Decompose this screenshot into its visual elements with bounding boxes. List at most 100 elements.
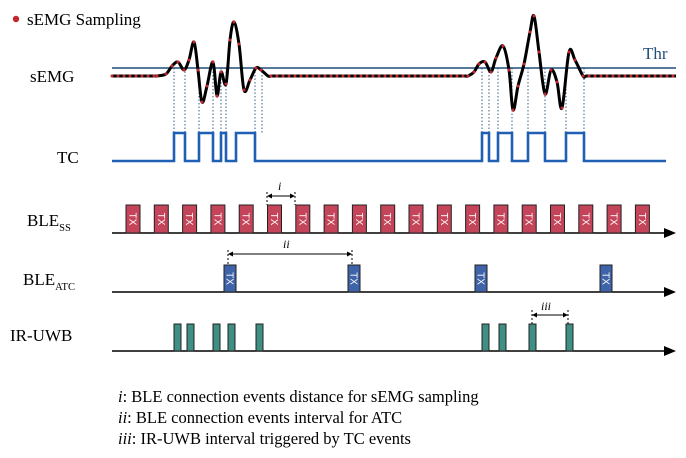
packet-label: TX xyxy=(438,213,449,226)
row-label-ble-ss: BLESS xyxy=(27,211,71,234)
packet-label: TX xyxy=(240,213,251,226)
footnote-1: i: BLE connection events distance for sE… xyxy=(118,387,479,406)
packet-label: TX xyxy=(224,272,235,285)
interval-i-label: i xyxy=(278,179,281,193)
sample-dot xyxy=(501,44,505,48)
sample-dot xyxy=(437,74,441,78)
sample-dot xyxy=(192,40,196,44)
ble-ss-packet: TX xyxy=(521,204,537,234)
ble-atc-packet: TX xyxy=(599,264,613,293)
sample-dot xyxy=(659,74,663,78)
sample-dot xyxy=(555,80,559,84)
footnote-3-mark: iii xyxy=(118,429,132,448)
sample-dot xyxy=(371,74,375,78)
uwb-pulse xyxy=(186,323,195,352)
ble-atc-packets: TX TX TX TX xyxy=(223,264,613,293)
sample-dot xyxy=(543,92,547,96)
ble-ss-packet: TX xyxy=(436,204,452,234)
packet-label: TX xyxy=(466,213,477,226)
sample-dot xyxy=(449,74,453,78)
ble-atc-sub: ATC xyxy=(55,282,75,293)
interval-ii-head-right-icon xyxy=(347,251,352,257)
sample-dot xyxy=(395,74,399,78)
packet-label: TX xyxy=(381,213,392,226)
sample-dot xyxy=(205,84,209,88)
sample-dot xyxy=(269,74,273,78)
sample-dot xyxy=(635,74,639,78)
sample-dot xyxy=(237,42,241,46)
footnote-1-mark: i xyxy=(118,387,123,406)
ble-ss-packet: TX xyxy=(465,204,481,234)
interval-i-head-left-icon xyxy=(267,193,272,199)
packet-label: TX xyxy=(410,213,421,226)
sample-dot xyxy=(455,74,459,78)
sample-dot xyxy=(317,74,321,78)
sample-dot xyxy=(365,74,369,78)
sample-dot xyxy=(200,100,204,104)
sample-dot xyxy=(259,68,263,72)
semg-trace xyxy=(111,13,676,112)
packet-label: TX xyxy=(600,272,611,285)
sample-dot xyxy=(593,74,597,78)
sample-dot xyxy=(617,74,621,78)
sample-dot xyxy=(196,68,200,72)
interval-iii-label: iii xyxy=(541,299,551,313)
sample-dot xyxy=(623,74,627,78)
sample-dot xyxy=(242,88,246,92)
packet-label: TX xyxy=(325,213,336,226)
legend-label: sEMG Sampling xyxy=(27,10,141,29)
packet-label: TX xyxy=(268,213,279,226)
packet-label: TX xyxy=(353,213,364,226)
sample-dot xyxy=(182,68,186,72)
sample-dot xyxy=(419,74,423,78)
sample-dot xyxy=(122,74,126,78)
sample-dot xyxy=(522,62,526,66)
row-label-tc: TC xyxy=(57,148,79,167)
ble-ss-main: BLE xyxy=(27,211,59,230)
sample-dot xyxy=(489,70,493,74)
uwb-pulse xyxy=(565,323,574,352)
packet-label: TX xyxy=(636,213,647,226)
ble-ss-packets: TX TX TX TX TX TX TX TX TX TX TX TX TX TX TX TX TX TX TX xyxy=(125,204,650,234)
ble-ss-sub: SS xyxy=(59,223,71,234)
ble-atc-packet: TX xyxy=(474,264,488,293)
sample-dot xyxy=(287,74,291,78)
footnote-3: iii: IR-UWB interval triggered by TC eve… xyxy=(118,429,411,448)
row-label-ble-atc: BLEATC xyxy=(23,270,75,293)
uwb-pulse xyxy=(173,323,182,352)
sample-dot xyxy=(665,74,669,78)
sample-dot xyxy=(164,72,168,76)
sample-dot xyxy=(425,74,429,78)
sample-dot xyxy=(359,74,363,78)
ble-ss-packet: TX xyxy=(267,204,282,234)
sample-dot xyxy=(472,70,476,74)
semg-waveform xyxy=(110,13,676,112)
sample-dot xyxy=(549,68,553,72)
sample-dot xyxy=(134,74,138,78)
footnote-2-text: : BLE connection events interval for ATC xyxy=(127,408,402,427)
packet-label: TX xyxy=(494,213,505,226)
interval-i-head-right-icon xyxy=(290,193,295,199)
sample-dot xyxy=(401,74,405,78)
ble-ss-packet: TX xyxy=(182,204,198,234)
ble-ss-packet: TX xyxy=(125,204,141,234)
ble-atc-arrow-icon xyxy=(664,287,676,297)
row-label-ir-uwb: IR-UWB xyxy=(10,326,72,345)
legend: sEMG Sampling xyxy=(12,10,141,29)
sample-dot xyxy=(494,56,498,60)
packet-label: TX xyxy=(475,272,486,285)
footnote-2-mark: ii xyxy=(118,408,128,427)
sample-dot xyxy=(187,58,191,62)
axes xyxy=(112,228,676,356)
sample-dot xyxy=(281,74,285,78)
sample-dot xyxy=(629,74,633,78)
sample-dot xyxy=(353,74,357,78)
sample-dot xyxy=(431,74,435,78)
sample-dot xyxy=(215,94,219,98)
tc-trace xyxy=(112,131,666,163)
sample-dot xyxy=(305,74,309,78)
sample-dot xyxy=(248,78,252,82)
packet-label: TX xyxy=(348,272,359,285)
sample-dot xyxy=(219,70,223,74)
sample-dot xyxy=(323,74,327,78)
